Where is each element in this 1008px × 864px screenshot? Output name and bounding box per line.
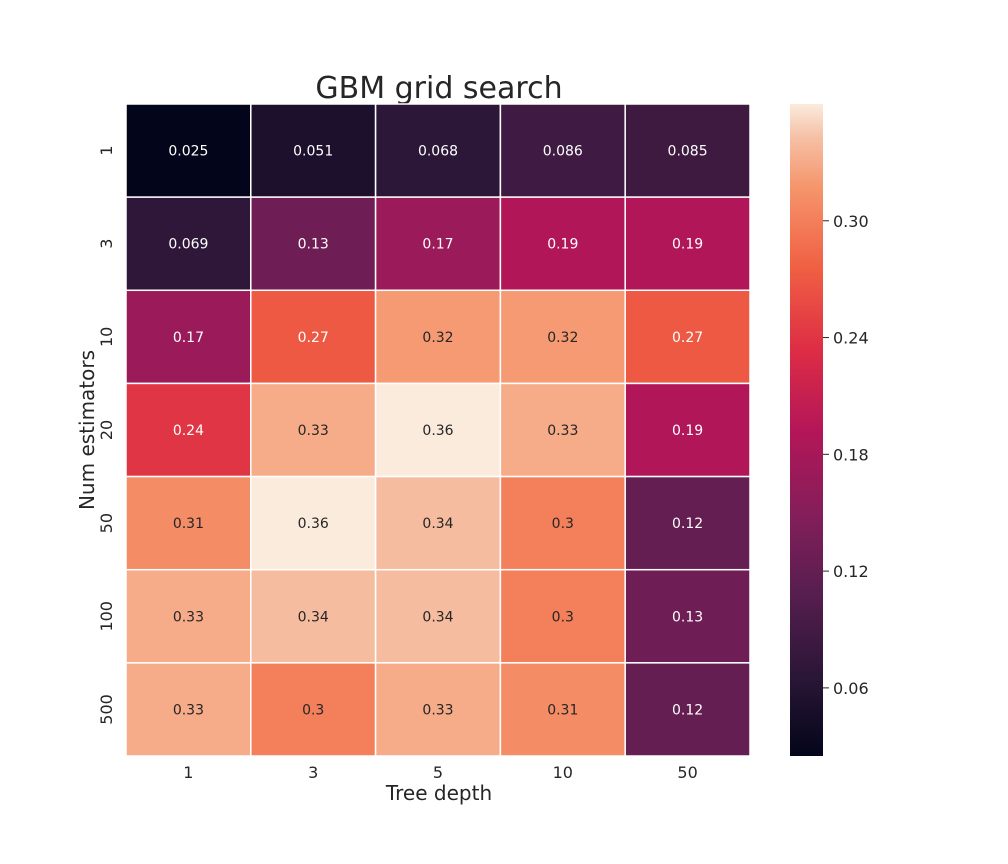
- heatmap-cell-r0-c1: [250, 103, 377, 198]
- heatmap-cell-r1-c0: [125, 196, 252, 292]
- cell-value-label-r3-c0: 0.24: [173, 423, 204, 439]
- heatmap-cell-r3-c0: [125, 382, 252, 478]
- x-tick-label-1: 3: [308, 763, 318, 782]
- colorbar-tick-label-0: 0.06: [833, 679, 869, 698]
- y-tick-label-5: 100: [97, 601, 116, 632]
- colorbar-tick-label-2: 0.18: [833, 445, 869, 464]
- cell-value-label-r0-c3: 0.086: [543, 144, 583, 160]
- heatmap-cell-r5-c1: [250, 568, 377, 664]
- heatmap-cell-r5-c4: [624, 568, 751, 664]
- cell-value-label-r5-c2: 0.34: [422, 609, 453, 625]
- y-tick-label-1: 3: [97, 239, 116, 249]
- cell-value-label-r0-c2: 0.068: [418, 144, 458, 160]
- cell-value-label-r2-c4: 0.27: [672, 330, 703, 346]
- heatmap-cell-r6-c4: [624, 662, 751, 757]
- heatmap-cell-r4-c1: [250, 475, 377, 571]
- cell-value-label-r0-c4: 0.085: [668, 144, 708, 160]
- colorbar-tick-label-3: 0.24: [833, 329, 869, 348]
- colorbar-tick-label-4: 0.30: [833, 212, 869, 231]
- heatmap-cell-r6-c3: [499, 662, 626, 757]
- x-tick-label-0: 1: [183, 763, 193, 782]
- heatmap-cell-r2-c3: [499, 289, 626, 385]
- y-tick-label-2: 10: [97, 327, 116, 347]
- cell-value-label-r3-c2: 0.36: [422, 423, 453, 439]
- heatmap-cell-r2-c1: [250, 289, 377, 385]
- cell-value-label-r1-c1: 0.13: [298, 237, 329, 253]
- cell-value-label-r6-c1: 0.3: [302, 702, 324, 718]
- cell-value-label-r6-c4: 0.12: [672, 702, 703, 718]
- y-axis-ticks: 1 3 10 20 50 100 500: [97, 145, 116, 724]
- heatmap-cell-r3-c2: [374, 382, 502, 478]
- x-axis-label: Tree depth: [385, 781, 492, 805]
- cell-value-label-r3-c1: 0.33: [298, 423, 329, 439]
- cell-value-label-r0-c1: 0.051: [293, 144, 333, 160]
- colorbar-tick-label-1: 0.12: [833, 562, 869, 581]
- cell-value-label-r6-c3: 0.31: [547, 702, 578, 718]
- x-tick-label-4: 50: [677, 763, 697, 782]
- cell-value-label-r4-c4: 0.12: [672, 516, 703, 532]
- y-tick-label-0: 1: [97, 145, 116, 155]
- colorbar-ticks: 0.06 0.12 0.18 0.24 0.30: [823, 212, 869, 698]
- heatmap-cell-r4-c4: [624, 475, 751, 571]
- cell-value-label-r2-c1: 0.27: [298, 330, 329, 346]
- heatmap-cell-r5-c2: [374, 568, 502, 664]
- cell-value-label-r5-c0: 0.33: [173, 609, 204, 625]
- cell-value-label-r1-c0: 0.069: [168, 237, 208, 253]
- cell-value-label-r2-c2: 0.32: [422, 330, 453, 346]
- y-tick-label-4: 50: [97, 513, 116, 533]
- cell-value-label-r3-c3: 0.33: [547, 423, 578, 439]
- x-tick-label-2: 5: [433, 763, 443, 782]
- cell-value-label-r4-c1: 0.36: [298, 516, 329, 532]
- heatmap-cell-r6-c0: [125, 662, 252, 757]
- cell-value-label-r4-c0: 0.31: [173, 516, 204, 532]
- colorbar: [790, 104, 823, 756]
- heatmap-cell-r4-c0: [125, 475, 252, 571]
- heatmap-cell-r2-c4: [624, 289, 751, 385]
- cell-value-label-r4-c2: 0.34: [422, 516, 453, 532]
- heatmap-cell-r4-c2: [374, 475, 502, 571]
- heatmap-cells: 0.025 0.051 0.068 0.086 0.085 0.069 0.13 0.17 0.…: [125, 103, 751, 757]
- heatmap-cell-r1-c4: [624, 196, 751, 292]
- heatmap-cell-r0-c2: [374, 103, 502, 198]
- heatmap-cell-r5-c3: [499, 568, 626, 664]
- cell-value-label-r6-c2: 0.33: [422, 702, 453, 718]
- x-axis-ticks: 1 3 5 10 50: [183, 763, 697, 782]
- heatmap-cell-r0-c0: [125, 103, 252, 198]
- x-tick-label-3: 10: [553, 763, 573, 782]
- heatmap-cell-r0-c3: [499, 103, 626, 198]
- cell-value-label-r3-c4: 0.19: [672, 423, 703, 439]
- cell-value-label-r1-c4: 0.19: [672, 237, 703, 253]
- cell-value-label-r5-c1: 0.34: [298, 609, 329, 625]
- cell-value-label-r1-c3: 0.19: [547, 237, 578, 253]
- heatmap-cell-r3-c1: [250, 382, 377, 478]
- chart-title: GBM grid search: [315, 71, 562, 106]
- heatmap-cell-r1-c2: [374, 196, 502, 292]
- heatmap-cell-r3-c4: [624, 382, 751, 478]
- cell-value-label-r0-c0: 0.025: [168, 144, 208, 160]
- cell-value-label-r1-c2: 0.17: [422, 237, 453, 253]
- heatmap-cell-r3-c3: [499, 382, 626, 478]
- cell-value-label-r4-c3: 0.3: [552, 516, 574, 532]
- y-tick-label-3: 20: [97, 420, 116, 440]
- cell-value-label-r2-c0: 0.17: [173, 330, 204, 346]
- cell-value-label-r2-c3: 0.32: [547, 330, 578, 346]
- cell-value-label-r6-c0: 0.33: [173, 702, 204, 718]
- cell-value-label-r5-c4: 0.13: [672, 609, 703, 625]
- y-tick-label-6: 500: [97, 694, 116, 725]
- cell-value-label-r5-c3: 0.3: [552, 609, 574, 625]
- y-axis-label: Num estimators: [75, 350, 99, 510]
